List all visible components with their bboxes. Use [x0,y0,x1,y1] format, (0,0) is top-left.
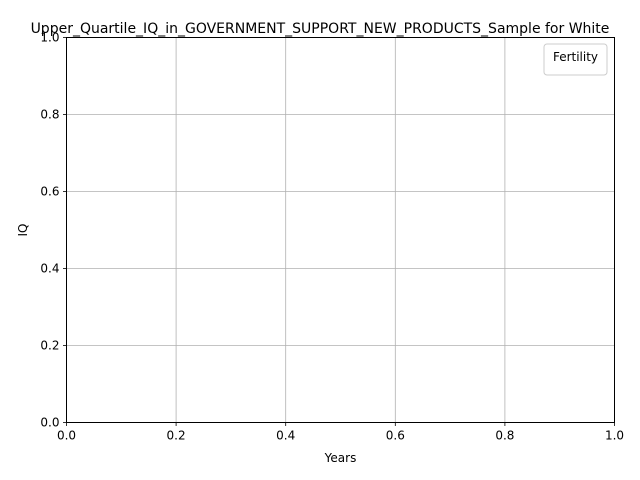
y-tick-label: 1.0 [40,31,59,45]
y-tick-label: 0.4 [40,262,59,276]
y-tick-label: 0.0 [40,416,59,430]
legend-title: Fertility [553,50,598,64]
grid-lines [66,37,615,423]
y-tick-label: 0.2 [40,339,59,353]
legend: Fertility [543,43,608,76]
chart-title: Upper_Quartile_IQ_in_GOVERNMENT_SUPPORT_… [31,21,610,37]
y-tick-label: 0.6 [40,185,59,199]
y-tick-label: 0.8 [40,108,59,122]
x-tick-label: 0.6 [386,429,405,443]
x-tick-label: 0.0 [57,429,76,443]
plot-frame [66,37,615,423]
legend-box [543,43,608,76]
x-axis-label: Years [324,451,357,465]
x-axis-ticks: 0.0 0.2 0.4 0.6 0.8 1.0 [57,422,624,443]
x-tick-label: 0.2 [167,429,186,443]
x-tick-label: 0.4 [276,429,295,443]
y-axis-label: IQ [16,224,30,237]
x-tick-label: 0.8 [495,429,514,443]
y-axis-ticks: 0.0 0.2 0.4 0.6 0.8 1.0 [40,31,67,430]
x-tick-label: 1.0 [605,429,624,443]
